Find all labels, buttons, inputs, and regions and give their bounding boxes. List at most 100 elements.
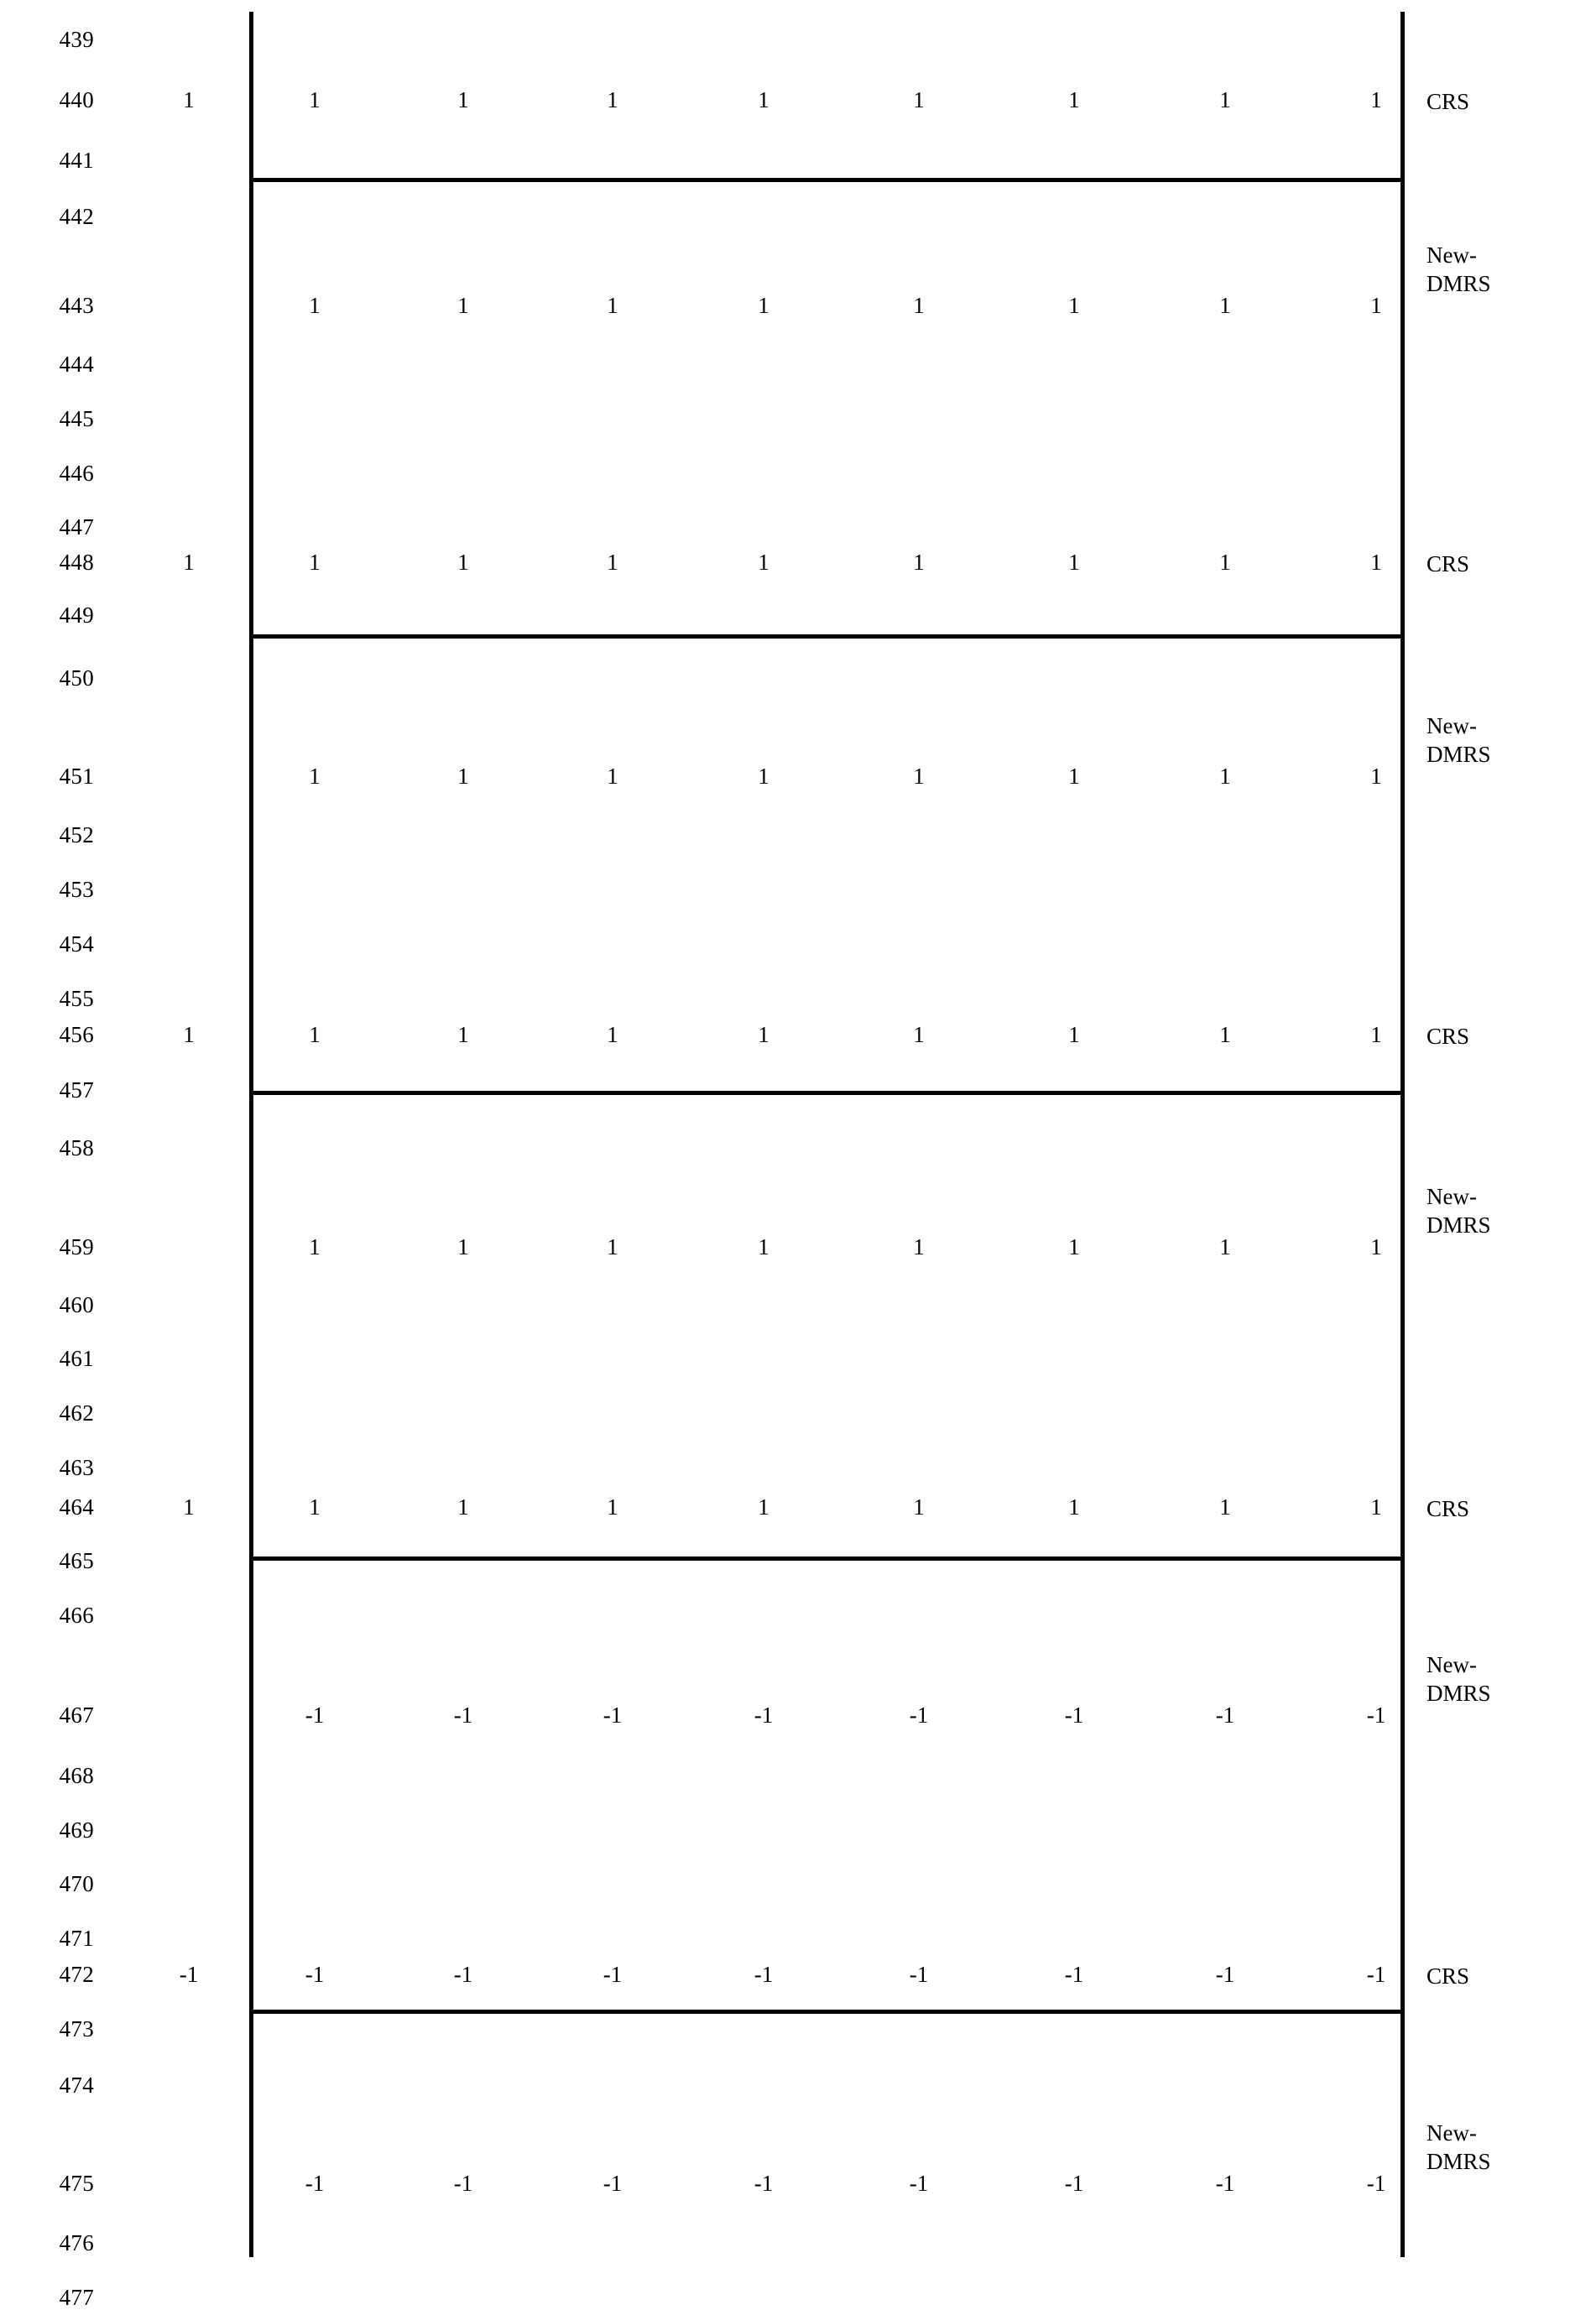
value-cell: 1: [583, 550, 642, 575]
line-number: 451: [0, 764, 94, 789]
signal-label: CRS: [1426, 87, 1469, 116]
value-cell: 1: [734, 550, 793, 575]
value-cell: 1: [1045, 764, 1103, 789]
line-number: 441: [0, 148, 94, 173]
right-vertical-rule: [1400, 12, 1405, 2257]
value-cell: -1: [1347, 1703, 1406, 1728]
line-number: 439: [0, 27, 94, 52]
value-cell: 1: [889, 1494, 948, 1520]
line-number: 470: [0, 1871, 94, 1896]
line-number: 462: [0, 1400, 94, 1426]
value-cell: 1: [889, 293, 948, 318]
value-cell: 1: [889, 1022, 948, 1047]
value-cell: 1: [583, 764, 642, 789]
pre-rule-value: -1: [159, 1962, 218, 1987]
value-cell: 1: [434, 1022, 493, 1047]
pre-rule-value: 1: [159, 550, 218, 575]
signal-label: New- DMRS: [1426, 2119, 1491, 2176]
value-cell: 1: [1196, 293, 1254, 318]
line-number: 464: [0, 1494, 94, 1520]
value-cell: -1: [285, 1962, 344, 1987]
value-cell: 1: [889, 1234, 948, 1259]
value-cell: 1: [1045, 1494, 1103, 1520]
value-cell: 1: [434, 550, 493, 575]
value-cell: 1: [1196, 87, 1254, 112]
value-cell: 1: [1347, 293, 1406, 318]
value-cell: 1: [734, 1022, 793, 1047]
horizontal-rule: [249, 634, 1405, 639]
value-cell: 1: [583, 1022, 642, 1047]
line-number: 471: [0, 1926, 94, 1951]
line-number: 476: [0, 2230, 94, 2255]
signal-label: CRS: [1426, 550, 1469, 578]
line-number: 453: [0, 877, 94, 902]
value-cell: 1: [285, 1022, 344, 1047]
value-cell: 1: [434, 87, 493, 112]
value-cell: 1: [583, 1234, 642, 1259]
line-number: 456: [0, 1022, 94, 1047]
pre-rule-value: 1: [159, 1022, 218, 1047]
value-cell: -1: [1347, 2171, 1406, 2196]
line-number: 466: [0, 1603, 94, 1628]
line-number: 448: [0, 550, 94, 575]
horizontal-rule: [249, 1091, 1405, 1095]
line-number: 442: [0, 204, 94, 229]
value-cell: 1: [1196, 1234, 1254, 1259]
line-number: 446: [0, 461, 94, 486]
line-number: 460: [0, 1292, 94, 1317]
signal-label: New- DMRS: [1426, 241, 1491, 298]
value-cell: 1: [889, 87, 948, 112]
value-cell: 1: [1045, 550, 1103, 575]
value-cell: -1: [889, 1962, 948, 1987]
value-cell: 1: [734, 764, 793, 789]
value-cell: -1: [583, 1703, 642, 1728]
line-number: 465: [0, 1548, 94, 1573]
line-number: 440: [0, 87, 94, 112]
value-cell: 1: [889, 764, 948, 789]
left-vertical-rule: [249, 12, 253, 2257]
line-number: 475: [0, 2171, 94, 2196]
value-cell: 1: [734, 87, 793, 112]
value-cell: -1: [734, 1962, 793, 1987]
value-cell: 1: [889, 550, 948, 575]
pre-rule-value: 1: [159, 1494, 218, 1520]
line-number: 452: [0, 822, 94, 847]
value-cell: 1: [285, 1494, 344, 1520]
signal-label: New- DMRS: [1426, 712, 1491, 769]
line-number: 461: [0, 1346, 94, 1371]
value-cell: 1: [1196, 764, 1254, 789]
value-cell: 1: [1045, 1234, 1103, 1259]
value-cell: 1: [434, 764, 493, 789]
horizontal-rule: [249, 178, 1405, 182]
value-cell: -1: [1196, 1962, 1254, 1987]
line-number: 450: [0, 665, 94, 691]
line-number: 457: [0, 1077, 94, 1103]
value-cell: 1: [1347, 1022, 1406, 1047]
table-sheet: 4394404414424434444454464474484494504514…: [0, 0, 1596, 2309]
line-number: 447: [0, 514, 94, 540]
line-number: 443: [0, 293, 94, 318]
value-cell: -1: [734, 1703, 793, 1728]
value-cell: -1: [285, 2171, 344, 2196]
signal-label: New- DMRS: [1426, 1182, 1491, 1239]
value-cell: -1: [434, 1962, 493, 1987]
value-cell: -1: [1347, 1962, 1406, 1987]
value-cell: -1: [583, 2171, 642, 2196]
value-cell: -1: [583, 1962, 642, 1987]
pre-rule-value: 1: [159, 87, 218, 112]
line-number: 455: [0, 986, 94, 1011]
value-cell: 1: [434, 1234, 493, 1259]
horizontal-rule: [249, 1557, 1405, 1561]
value-cell: 1: [1196, 1494, 1254, 1520]
value-cell: 1: [434, 1494, 493, 1520]
value-cell: -1: [734, 2171, 793, 2196]
value-cell: -1: [889, 1703, 948, 1728]
line-number: 467: [0, 1703, 94, 1728]
value-cell: -1: [1045, 2171, 1103, 2196]
value-cell: 1: [734, 1494, 793, 1520]
line-number: 444: [0, 352, 94, 377]
line-number: 472: [0, 1962, 94, 1987]
signal-label: CRS: [1426, 1494, 1469, 1523]
line-number: 454: [0, 931, 94, 957]
value-cell: 1: [285, 550, 344, 575]
